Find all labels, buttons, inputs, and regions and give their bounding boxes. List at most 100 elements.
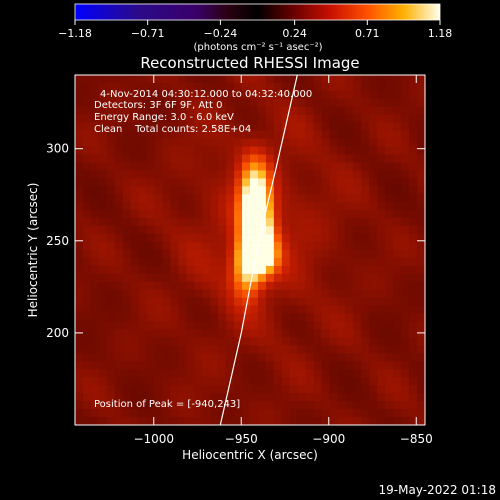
heatmap-cell xyxy=(329,178,338,187)
heatmap-cell xyxy=(114,289,124,299)
heatmap-cell xyxy=(313,178,322,187)
heatmap-cell xyxy=(202,250,211,259)
heatmap-cell xyxy=(329,146,338,155)
heatmap-cell xyxy=(178,265,187,275)
heatmap-cell xyxy=(210,281,219,291)
heatmap-cell xyxy=(202,281,211,291)
heatmap-cell xyxy=(122,313,131,322)
heatmap-cell xyxy=(98,281,108,291)
heatmap-cell xyxy=(146,114,155,124)
heatmap-cell xyxy=(401,162,410,171)
heatmap-cell xyxy=(138,353,147,362)
heatmap-cell xyxy=(361,345,370,354)
heatmap-cell xyxy=(289,353,299,362)
heatmap-cell xyxy=(409,401,418,410)
heatmap-cell xyxy=(170,234,179,243)
heatmap-cell xyxy=(98,257,108,267)
heatmap-cell xyxy=(234,273,243,283)
heatmap-cell xyxy=(162,401,171,410)
heatmap-cell xyxy=(162,409,171,418)
heatmap-cell xyxy=(281,329,291,338)
heatmap-cell xyxy=(138,329,147,338)
heatmap-cell xyxy=(218,313,227,322)
heatmap-cell xyxy=(138,250,147,259)
heatmap-cell xyxy=(281,162,291,171)
heatmap-cell xyxy=(75,297,84,306)
heatmap-cell xyxy=(75,265,84,275)
heatmap-cell xyxy=(313,130,322,139)
heatmap-cell xyxy=(242,361,251,370)
heatmap-cell xyxy=(194,234,203,243)
heatmap-cell xyxy=(242,218,251,227)
heatmap-cell xyxy=(82,401,92,410)
heatmap-cell xyxy=(194,329,203,338)
heatmap-cell xyxy=(242,106,251,116)
heatmap-cell xyxy=(321,178,330,187)
heatmap-cell xyxy=(401,329,410,338)
heatmap-cell xyxy=(98,130,108,139)
heatmap-cell xyxy=(305,234,314,243)
heatmap-cell xyxy=(210,345,219,354)
heatmap-cell xyxy=(194,170,203,179)
heatmap-cell xyxy=(75,114,84,124)
heatmap-cell xyxy=(265,361,275,370)
heatmap-cell xyxy=(186,273,195,283)
heatmap-cell xyxy=(98,90,108,100)
heatmap-cell xyxy=(361,337,370,346)
heatmap-cell xyxy=(170,154,179,163)
heatmap-cell xyxy=(75,273,84,283)
heatmap-cell xyxy=(98,202,108,211)
heatmap-cell xyxy=(75,377,84,386)
heatmap-cell xyxy=(393,82,402,92)
heatmap-cell xyxy=(210,257,219,267)
heatmap-cell xyxy=(401,353,410,362)
heatmap-cell xyxy=(226,385,235,394)
heatmap-cell xyxy=(90,401,100,410)
heatmap-cell xyxy=(218,377,227,386)
heatmap-cell xyxy=(401,337,410,346)
heatmap-cell xyxy=(297,154,306,163)
heatmap-cell xyxy=(265,75,275,84)
annotation-energy: Energy Range: 3.0 - 6.0 keV xyxy=(94,112,234,123)
heatmap-cell xyxy=(82,170,92,179)
heatmap-cell xyxy=(377,417,386,425)
heatmap-cell xyxy=(226,305,235,314)
heatmap-cell xyxy=(361,257,370,267)
heatmap-cell xyxy=(257,170,267,179)
heatmap-cell xyxy=(82,281,92,291)
heatmap-cell xyxy=(250,250,259,259)
heatmap-cell xyxy=(106,265,116,275)
heatmap-cell xyxy=(218,401,227,410)
heatmap-cell xyxy=(194,417,203,425)
heatmap-cell xyxy=(417,257,425,267)
heatmap-cell xyxy=(226,170,235,179)
x-tick-label: −950 xyxy=(225,432,258,446)
heatmap-cell xyxy=(305,273,314,283)
heatmap-cell xyxy=(122,202,131,211)
heatmap-cell xyxy=(337,154,346,163)
heatmap-cell xyxy=(234,377,243,386)
heatmap-cell xyxy=(178,273,187,283)
heatmap-cell xyxy=(98,186,108,195)
heatmap-cell xyxy=(337,218,346,227)
heatmap-cell xyxy=(265,82,275,92)
heatmap-cell xyxy=(202,114,211,124)
plot-frame xyxy=(74,74,426,426)
heatmap-cell xyxy=(250,273,259,283)
heatmap-cell xyxy=(345,154,354,163)
heatmap-cell xyxy=(114,353,124,362)
heatmap-cell xyxy=(122,257,131,267)
heatmap-cell xyxy=(297,250,306,259)
heatmap-cell xyxy=(242,114,251,124)
heatmap-cell xyxy=(377,345,386,354)
heatmap-cell xyxy=(82,154,92,163)
heatmap-cell xyxy=(329,210,338,219)
heatmap-cell xyxy=(385,273,394,283)
heatmap-cell xyxy=(257,305,267,314)
heatmap-cell xyxy=(234,337,243,346)
heatmap-cell xyxy=(194,226,203,235)
heatmap-cell xyxy=(90,377,100,386)
heatmap-cell xyxy=(273,170,283,179)
heatmap-cell xyxy=(130,337,139,346)
